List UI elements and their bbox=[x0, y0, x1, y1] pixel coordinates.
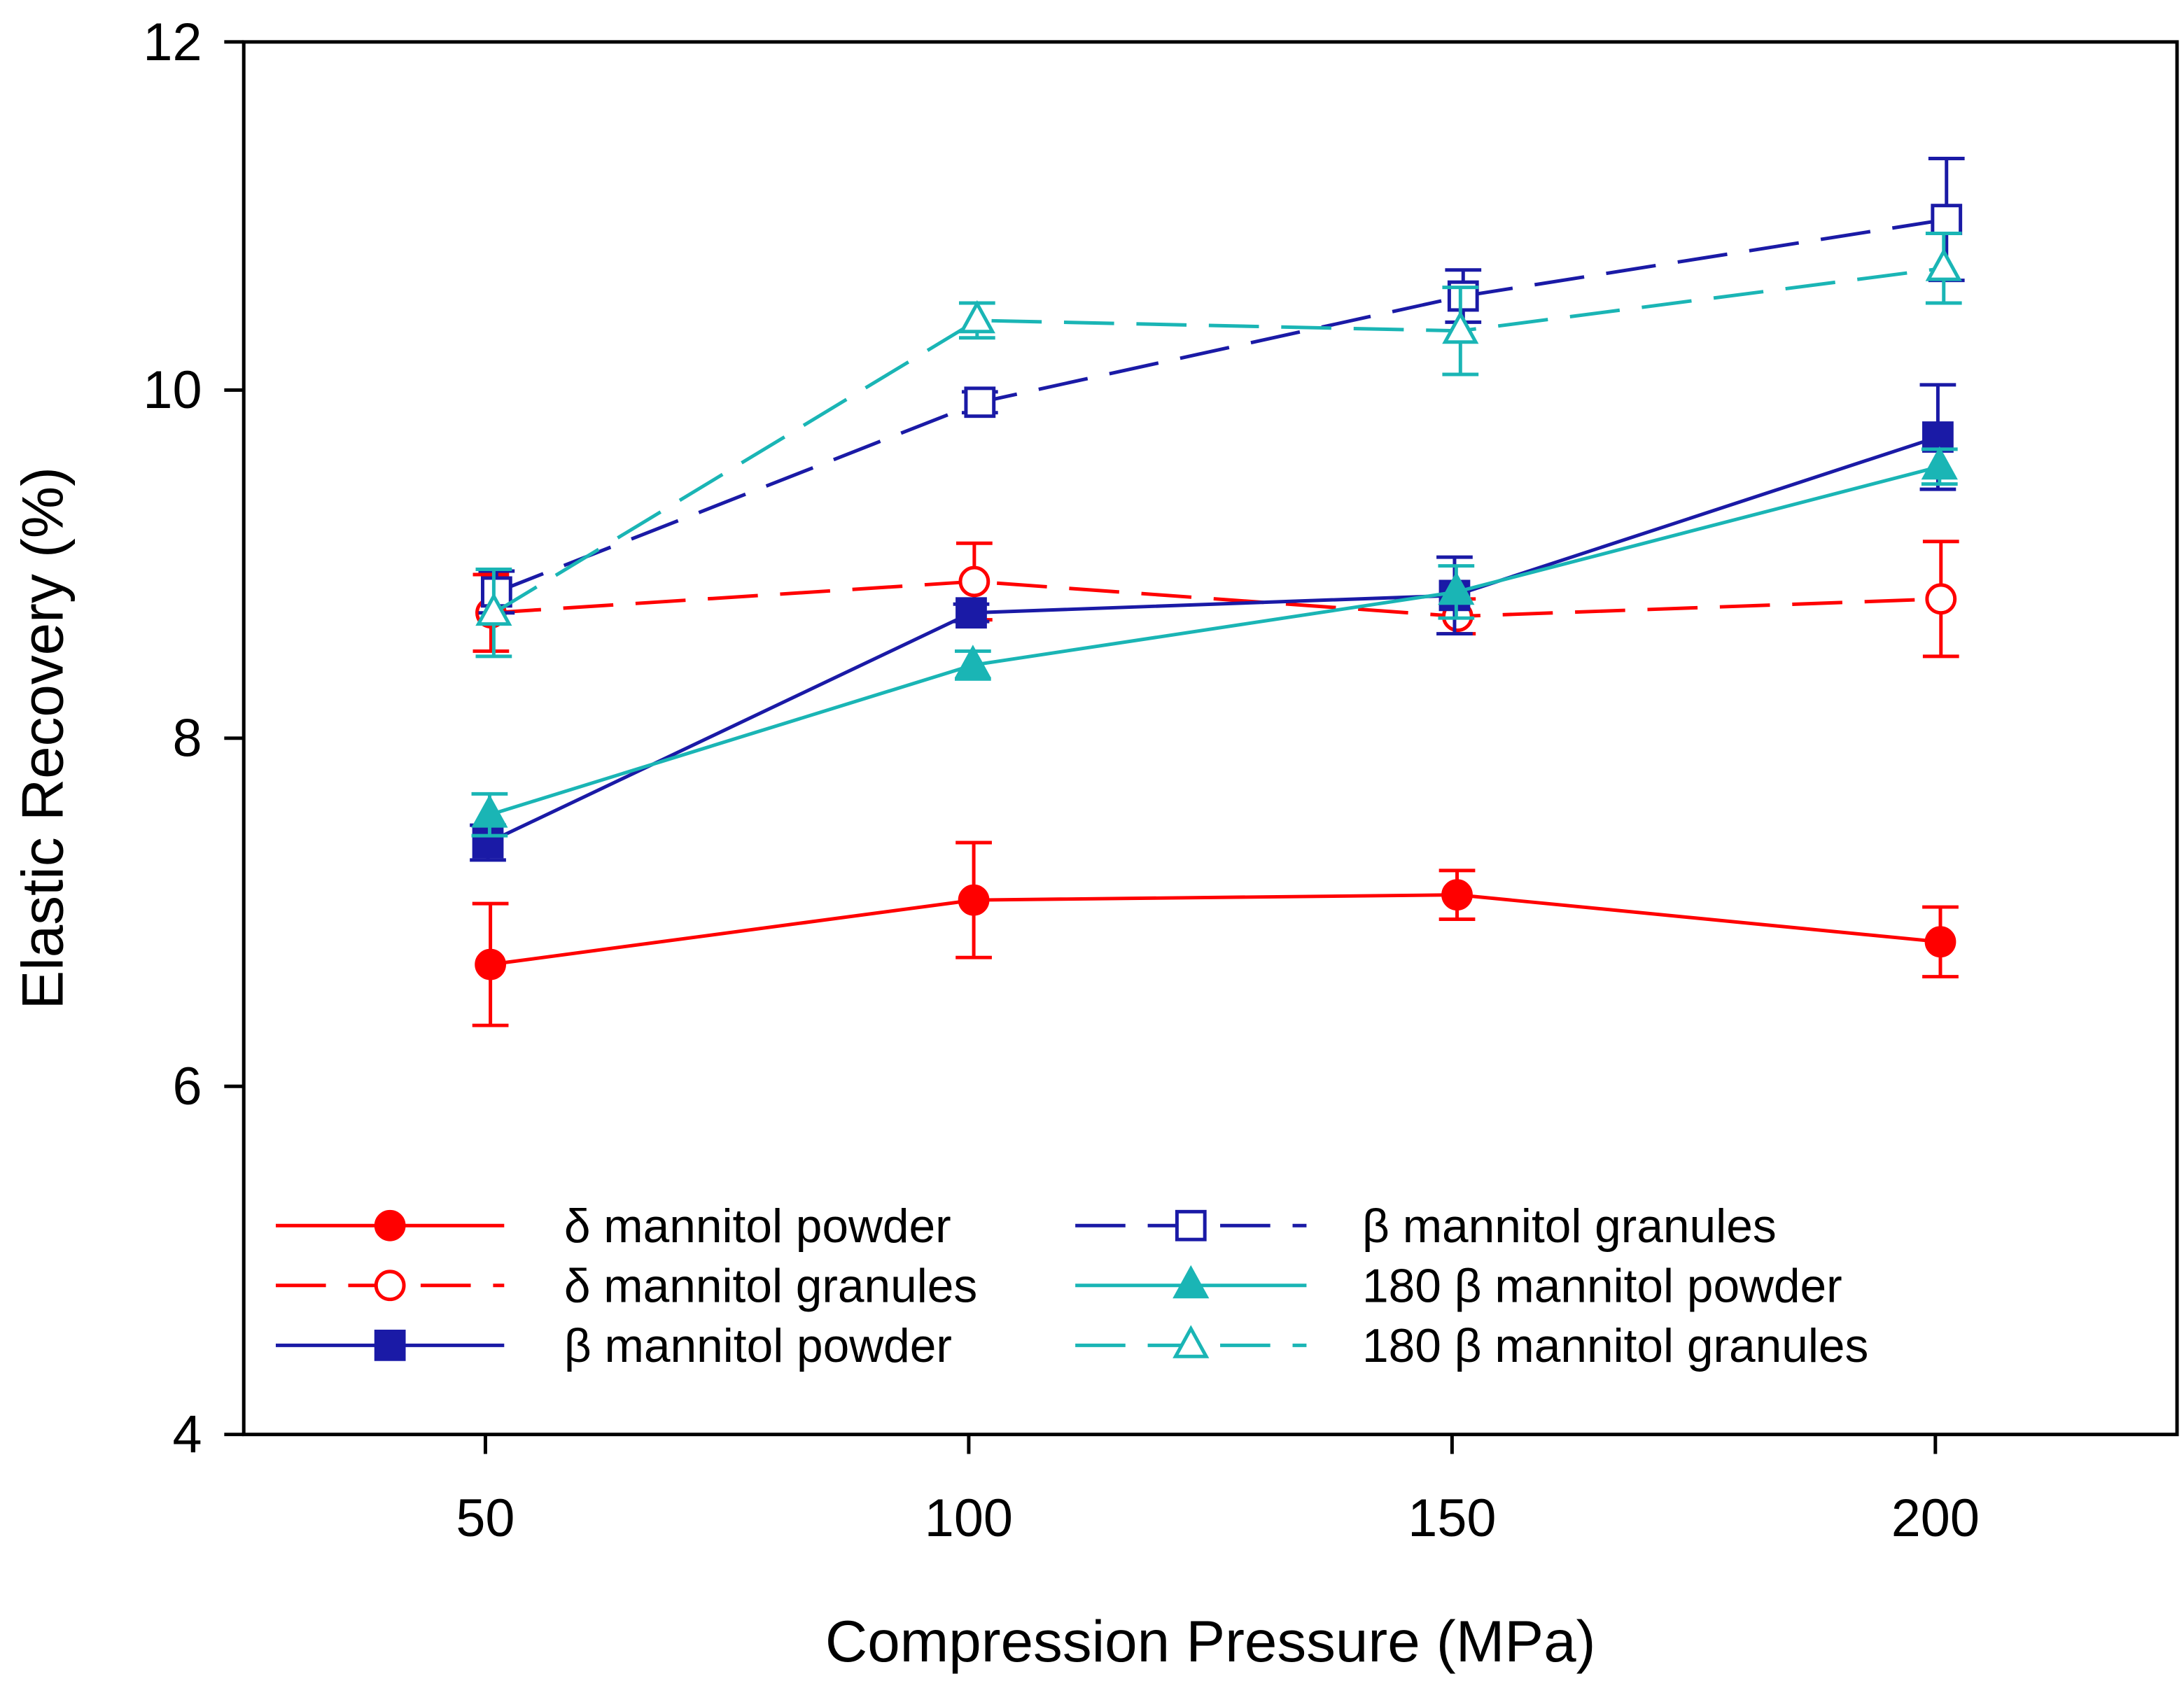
series-3 bbox=[478, 157, 1965, 615]
data-point bbox=[1925, 583, 1957, 615]
legend-marker bbox=[1172, 1265, 1210, 1299]
legend-label: β mannitol powder bbox=[564, 1320, 952, 1372]
series-line bbox=[486, 435, 1939, 845]
legend-item: 180 β mannitol powder bbox=[1075, 1260, 1842, 1313]
x-tick-label: 100 bbox=[925, 1489, 1013, 1548]
legend-label: 180 β mannitol granules bbox=[1362, 1320, 1868, 1372]
legend-item: β mannitol granules bbox=[1075, 1200, 1777, 1253]
x-tick-label: 150 bbox=[1408, 1489, 1496, 1548]
x-axis-label: Compression Pressure (MPa) bbox=[825, 1608, 1596, 1674]
y-tick-label: 4 bbox=[172, 1406, 202, 1465]
x-tick-label: 50 bbox=[456, 1489, 514, 1548]
legend-marker bbox=[1175, 1209, 1207, 1242]
y-tick-label: 6 bbox=[172, 1057, 202, 1116]
series-5 bbox=[475, 232, 1962, 659]
series-line bbox=[489, 465, 1940, 817]
legend-marker bbox=[374, 1329, 406, 1361]
data-point bbox=[1438, 571, 1475, 605]
data-point bbox=[1925, 248, 1962, 281]
series-0 bbox=[472, 841, 1959, 1027]
data-point bbox=[475, 948, 506, 980]
data-point bbox=[1931, 204, 1963, 235]
data-point bbox=[955, 597, 987, 629]
data-point bbox=[1442, 310, 1479, 344]
data-point bbox=[475, 592, 512, 626]
legend-item: β mannitol powder bbox=[275, 1320, 952, 1372]
data-point bbox=[958, 884, 990, 916]
y-axis-label: Elastic Recovery (%) bbox=[10, 467, 76, 1009]
data-point bbox=[1441, 879, 1473, 911]
legend-marker bbox=[374, 1209, 406, 1242]
data-point bbox=[958, 565, 990, 598]
legend-item: δ mannitol powder bbox=[275, 1200, 951, 1253]
data-point bbox=[958, 300, 995, 334]
legend-item: δ mannitol granules bbox=[275, 1260, 977, 1313]
y-tick-label: 10 bbox=[143, 361, 202, 420]
data-point bbox=[954, 645, 991, 678]
legend-label: β mannitol granules bbox=[1362, 1200, 1777, 1253]
legend-item: 180 β mannitol granules bbox=[1075, 1320, 1868, 1372]
legend-marker bbox=[1172, 1325, 1210, 1358]
legend-label: δ mannitol powder bbox=[564, 1200, 951, 1253]
legend-label: 180 β mannitol powder bbox=[1362, 1260, 1842, 1313]
series-2 bbox=[470, 383, 1956, 862]
series-line bbox=[493, 266, 1945, 614]
data-point bbox=[1921, 446, 1958, 480]
y-tick-label: 12 bbox=[143, 13, 202, 72]
series-line bbox=[490, 893, 1941, 966]
data-point bbox=[964, 386, 996, 419]
series-line bbox=[491, 579, 1941, 619]
data-point bbox=[1924, 926, 1956, 958]
legend-marker bbox=[374, 1270, 406, 1302]
data-point bbox=[471, 794, 508, 828]
y-tick-label: 8 bbox=[172, 710, 202, 768]
series-4 bbox=[471, 446, 1958, 838]
series-line bbox=[496, 218, 1947, 594]
series-1 bbox=[472, 540, 1959, 659]
data-point bbox=[1922, 421, 1954, 453]
legend-label: δ mannitol granules bbox=[564, 1260, 977, 1313]
plot-frame bbox=[241, 40, 2179, 1437]
x-tick-label: 200 bbox=[1891, 1489, 1980, 1548]
